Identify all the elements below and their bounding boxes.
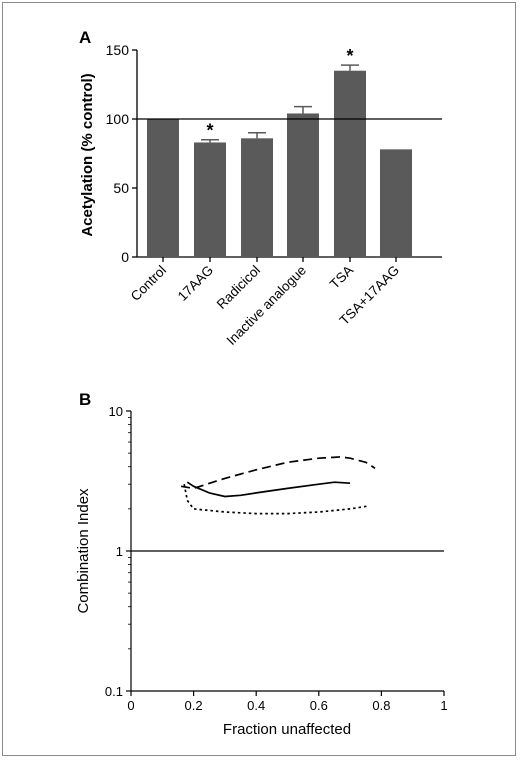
panel-a-bar xyxy=(380,149,412,257)
panel-b-x-axis-label: Fraction unaffected xyxy=(223,721,351,738)
panel-b-x-tick-label: 0.6 xyxy=(310,698,328,713)
panel-b-series-dashed-line xyxy=(180,456,376,490)
panel-a-chart: A Acetylation (% control) 0 50 100 150 * * C… xyxy=(79,28,442,348)
panel-b-x-tick-label: 0.2 xyxy=(185,698,203,713)
panel-b-series-dotted-line xyxy=(183,484,370,515)
panel-a-category-label: Control xyxy=(128,263,169,304)
panel-a-significance-marker: * xyxy=(346,46,353,66)
panel-b-y-tick-label: 1 xyxy=(116,544,123,559)
panel-a-bar xyxy=(241,138,273,257)
panel-a-y-tick-label: 0 xyxy=(121,249,129,265)
panel-b-x-tick-label: 1 xyxy=(440,698,447,713)
panel-b-x-tick-label: 0 xyxy=(127,698,134,713)
panel-a-bar xyxy=(194,142,226,257)
panel-a-category-label: 17AAG xyxy=(175,263,216,304)
panel-a-y-tick-label: 50 xyxy=(113,180,129,196)
panel-b-y-tick-label: 10 xyxy=(109,404,123,419)
panel-a-y-tick-label: 100 xyxy=(106,111,130,127)
panel-b-x-tick-label: 0.4 xyxy=(247,698,265,713)
panel-b-series-solid-line xyxy=(186,481,351,498)
panel-a-letter: A xyxy=(79,28,91,47)
panel-a-y-tick-label: 150 xyxy=(106,42,130,58)
panel-b-letter: B xyxy=(79,390,91,409)
panel-a-y-axis-label: Acetylation (% control) xyxy=(79,73,96,236)
panel-b-y-axis-label: Combination Index xyxy=(75,488,92,614)
panel-a-significance-marker: * xyxy=(206,121,213,141)
panel-b-x-tick-label: 0.8 xyxy=(372,698,390,713)
panel-a-bar xyxy=(147,119,179,257)
panel-b-y-tick-label: 0.1 xyxy=(105,684,123,699)
panel-a-category-label: TSA xyxy=(327,263,356,292)
panel-b-chart: B Combination Index Fraction unaffected … xyxy=(75,390,448,738)
panel-a-category-label: Inactive analogue xyxy=(224,263,309,348)
panel-a-bar xyxy=(287,113,319,257)
panel-a-bar xyxy=(334,70,366,257)
